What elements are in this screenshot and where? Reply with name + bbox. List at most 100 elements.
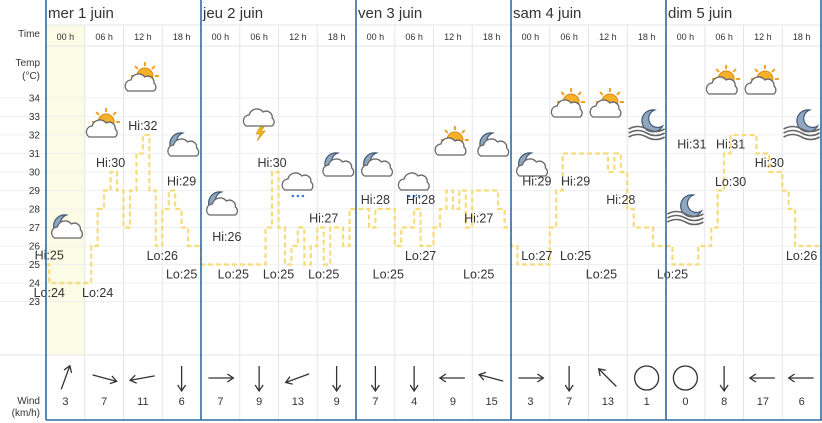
cloud-shape — [242, 108, 275, 127]
wind-arrow-icon — [177, 366, 187, 393]
wind-arrow-head — [748, 373, 757, 383]
wind-cell — [672, 365, 699, 391]
temp-annotation: Hi:30 — [96, 156, 125, 170]
cloud-shape — [477, 138, 510, 157]
temp-annotation: Hi:29 — [167, 175, 196, 189]
temp-annotation: Hi:28 — [361, 193, 390, 207]
hour-label: 18 h — [173, 32, 191, 42]
wind-cell — [438, 373, 465, 383]
day-label: dim 5 juin — [668, 5, 732, 22]
sun-ray — [444, 129, 449, 134]
wind-arrow-head — [177, 384, 187, 393]
sun-ray — [577, 91, 582, 96]
temp-unit-label: (°C) — [22, 71, 40, 82]
temp-annotation: Lo:26 — [147, 249, 178, 263]
y-tick-label: 28 — [29, 205, 41, 216]
temp-annotation: Hi:31 — [716, 138, 745, 152]
wind-cell — [208, 373, 235, 383]
fog-line — [783, 133, 821, 141]
wind-cell — [564, 366, 574, 393]
temp-annotation: Hi:32 — [128, 119, 157, 133]
rain-cloud-icon — [281, 172, 314, 198]
hour-label: 18 h — [793, 32, 811, 42]
moon-shape — [680, 194, 703, 218]
rain-drop — [296, 194, 300, 198]
hour-label: 06 h — [560, 32, 578, 42]
y-tick-label: 33 — [29, 112, 41, 123]
wind-row-label: Wind — [17, 396, 40, 407]
cloud-shape — [281, 172, 314, 191]
wind-arrow-head — [227, 373, 235, 383]
temp-annotation: Hi:29 — [561, 175, 590, 189]
wind-cell — [284, 373, 310, 385]
y-tick-label: 26 — [29, 242, 41, 253]
hour-label: 12 h — [444, 32, 462, 42]
wind-cell — [787, 373, 814, 383]
hour-label: 00 h — [522, 32, 540, 42]
wind-cell — [370, 366, 380, 393]
cloud-shape — [550, 99, 583, 118]
y-tick-label: 32 — [29, 131, 41, 142]
wind-speed-label: 11 — [137, 396, 148, 408]
weather-icons — [51, 62, 821, 239]
temp-row-label: Temp — [16, 58, 41, 69]
temp-annotation: Lo:25 — [218, 268, 249, 282]
wind-speed-label: 15 — [486, 396, 498, 408]
temp-annotation: Lo:25 — [373, 268, 404, 282]
hour-label: 12 h — [134, 32, 152, 42]
wind-arrow-shaft — [92, 374, 116, 382]
wind-speed-label: 9 — [256, 396, 262, 408]
sun-ray — [461, 129, 466, 134]
moon-shape — [796, 109, 820, 133]
fog-line — [666, 218, 704, 226]
cloud-shape — [434, 137, 467, 156]
day-headers: mer 1 juin 00 h 06 h 12 h 18 h jeu 2 juin 00 h… — [45, 0, 822, 421]
temp-annotation: Hi:28 — [406, 193, 435, 207]
rain-drop — [417, 194, 421, 198]
hour-label: 12 h — [599, 32, 617, 42]
y-tick-label: 25 — [29, 260, 41, 271]
wind-arrow-head — [409, 384, 419, 393]
temp-annotation: Hi:27 — [309, 212, 338, 226]
wind-arrow-head — [597, 367, 606, 377]
wind-arrow-shaft — [60, 366, 71, 390]
sun-cloud-icon — [434, 126, 469, 156]
wind-cell — [128, 374, 155, 384]
wind-cell — [60, 364, 73, 390]
wind-speed-label: 1 — [644, 396, 650, 408]
wind-speed-label: 6 — [799, 396, 805, 408]
temp-annotation: Lo:24 — [82, 286, 113, 300]
wind-arrow-icon — [370, 366, 380, 393]
wind-arrow-head — [564, 384, 574, 393]
wind-arrow-head — [109, 375, 118, 385]
wind-arrow-head — [332, 384, 342, 393]
temp-annotation: Lo:25 — [166, 268, 197, 282]
moon-cloud-icon — [206, 191, 238, 216]
temp-annotation: Lo:25 — [586, 268, 617, 282]
wind-speed-label: 13 — [292, 396, 304, 408]
temp-annotation: Hi:27 — [464, 212, 493, 226]
wind-arrow-icon — [409, 366, 419, 393]
sun-ray — [616, 91, 621, 96]
y-tick-label: 23 — [29, 297, 41, 308]
wind-arrow-icon — [208, 373, 235, 383]
y-tick-label: 34 — [29, 94, 41, 105]
day-label: sam 4 juin — [513, 5, 581, 22]
hour-label: 06 h — [250, 32, 268, 42]
cloud-shape — [322, 158, 355, 177]
cloud-shape — [744, 76, 777, 95]
temp-annotation: Lo:27 — [405, 249, 436, 263]
wind-cell — [719, 366, 729, 393]
wind-arrow-head — [477, 371, 487, 381]
temp-annotation: Lo:27 — [521, 249, 552, 263]
wind-arrow-icon — [92, 374, 118, 385]
fog-line — [628, 129, 666, 137]
sun-ray — [754, 68, 759, 73]
cloud-shape — [124, 73, 157, 92]
wind-row: 3 7 11 6 7 9 13 9 7 4 9 15 3 7 13 1 0 8 17 6 — [60, 364, 814, 408]
wind-arrow-head — [537, 373, 545, 383]
cloud-shape — [51, 220, 83, 239]
wind-arrow-head — [787, 373, 795, 383]
rain-cloud-icon — [397, 172, 430, 198]
